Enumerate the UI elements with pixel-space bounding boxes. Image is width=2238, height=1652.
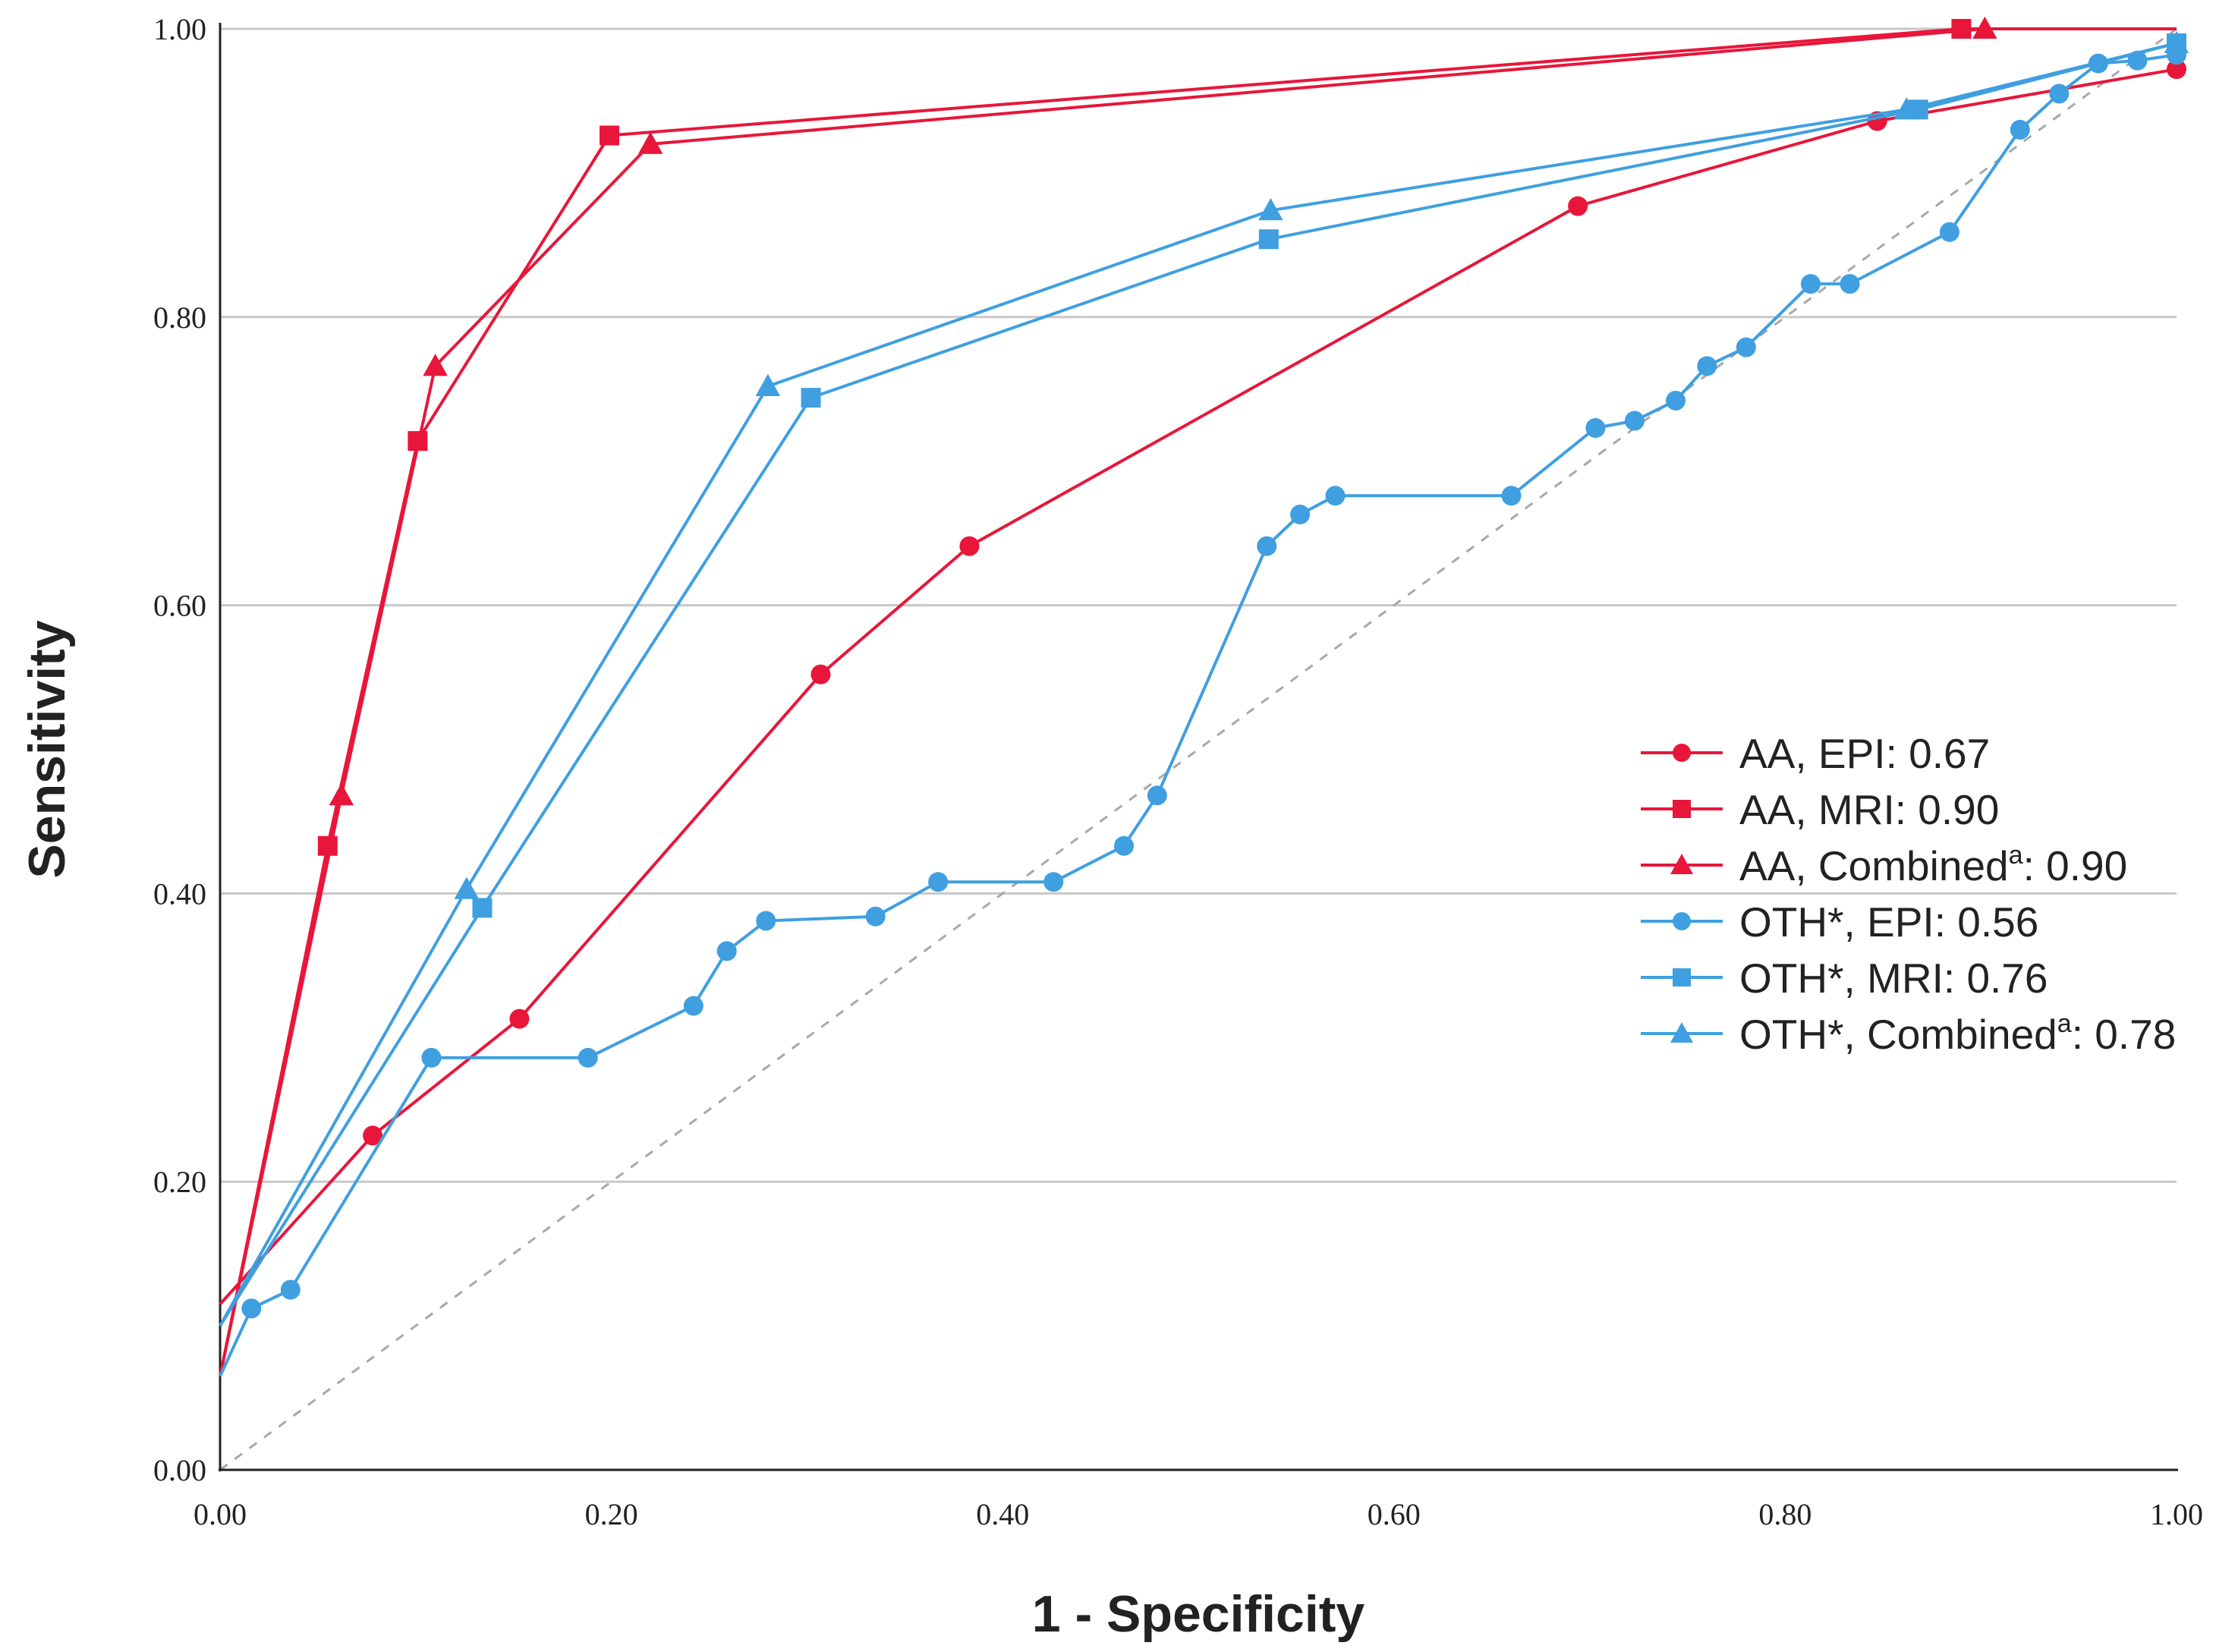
series-3-point-19	[1666, 390, 1686, 411]
series-2-point-1	[329, 783, 354, 806]
x-tick-label-1: 0.20	[585, 1497, 638, 1531]
legend-marker-2	[1670, 854, 1693, 874]
legend-label-1: AA, MRI: 0.90	[1739, 786, 1999, 833]
series-0-point-1	[363, 1125, 383, 1146]
series-1-point-1	[317, 835, 338, 856]
series-0-point-3	[811, 664, 831, 684]
series-0-point-4	[959, 536, 980, 556]
y-axis-title: Sensitivity	[18, 620, 76, 878]
legend-label-5: OTH*, Combineda: 0.78	[1739, 1009, 2176, 1058]
legend-entry-4: OTH*, MRI: 0.76	[1641, 955, 2048, 1002]
series-5	[219, 30, 2189, 1327]
series-3-point-14	[1290, 504, 1311, 524]
legend-entry-1: AA, MRI: 0.90	[1641, 786, 1999, 833]
series-0-point-2	[509, 1009, 530, 1029]
series-5-point-4	[1893, 97, 1919, 120]
series-3-point-15	[1325, 486, 1346, 506]
x-axis-title: 1 - Specificity	[1032, 1585, 1365, 1643]
legend-marker-4	[1673, 968, 1691, 986]
series-3-point-10	[1043, 872, 1064, 892]
series-1	[219, 19, 2177, 1377]
series-5-point-3	[1258, 198, 1283, 221]
y-tick-label-5: 1.00	[153, 12, 206, 46]
series-3-point-5	[683, 996, 704, 1016]
x-tick-label-3: 0.60	[1368, 1497, 1421, 1531]
legend-label-3: OTH*, EPI: 0.56	[1739, 898, 2038, 946]
series-2-point-4	[1972, 16, 1997, 39]
legend-label-0: AA, EPI: 0.67	[1739, 730, 1990, 777]
legend-marker-0	[1673, 744, 1691, 762]
series-3-point-24	[1939, 222, 1959, 242]
y-tick-label-1: 0.20	[153, 1165, 206, 1199]
reference-diagonal	[219, 27, 2177, 1471]
series-3-point-1	[241, 1298, 262, 1319]
series-3-point-3	[421, 1047, 442, 1068]
series-3-point-9	[928, 872, 949, 892]
series-line-4	[219, 42, 2177, 1327]
series-5-point-2	[755, 373, 781, 396]
x-tick-label-5: 1.00	[2150, 1497, 2203, 1531]
series-line-0	[219, 68, 2177, 1305]
series-3-point-7	[756, 911, 776, 931]
series-layer	[219, 16, 2189, 1377]
series-line-3	[219, 53, 2177, 1377]
x-tick-label-4: 0.80	[1758, 1497, 1811, 1531]
y-tick-label-4: 0.80	[153, 301, 206, 335]
series-3-point-17	[1585, 418, 1606, 439]
tick-labels: 0.00 0.20 0.40 0.60 0.80 1.00 0.00 0.20 0.40 0.60…	[153, 12, 2203, 1531]
series-5-point-5	[2164, 30, 2189, 53]
series-3-point-16	[1501, 486, 1522, 506]
series-3-point-21	[1736, 337, 1756, 357]
series-3-point-8	[865, 906, 886, 927]
series-4-point-2	[801, 388, 821, 408]
legend-entry-3: OTH*, EPI: 0.56	[1641, 898, 2038, 946]
series-3-point-4	[578, 1047, 598, 1068]
gridlines	[220, 27, 2177, 1183]
legend-marker-3	[1673, 912, 1691, 930]
series-3	[219, 45, 2186, 1377]
series-2-point-3	[637, 131, 663, 154]
series-4	[219, 33, 2186, 1327]
y-tick-label-0: 0.00	[153, 1453, 206, 1487]
series-line-5	[219, 42, 2177, 1327]
series-3-point-25	[2010, 119, 2030, 140]
x-tick-label-0: 0.00	[194, 1497, 247, 1531]
series-3-point-13	[1257, 536, 1277, 556]
series-2-point-2	[423, 354, 448, 376]
series-3-point-6	[716, 941, 737, 961]
series-3-point-18	[1624, 411, 1645, 431]
legend-label-4: OTH*, MRI: 0.76	[1739, 955, 2048, 1002]
series-3-point-11	[1114, 835, 1135, 856]
legend-entry-0: AA, EPI: 0.67	[1641, 730, 1990, 777]
legend-marker-5	[1670, 1022, 1693, 1043]
series-1-point-3	[600, 125, 620, 146]
series-5-point-1	[454, 876, 480, 899]
series-0	[219, 59, 2186, 1305]
series-4-point-1	[472, 898, 493, 918]
legend-entry-5: OTH*, Combineda: 0.78	[1641, 1009, 2176, 1058]
axes	[219, 23, 2178, 1471]
series-0-point-5	[1568, 196, 1588, 216]
series-0-point-7	[2167, 59, 2186, 80]
series-2	[219, 16, 2177, 1377]
y-tick-label-2: 0.40	[153, 876, 206, 911]
series-3-point-20	[1697, 356, 1717, 376]
y-tick-label-3: 0.60	[153, 589, 206, 623]
series-3-point-23	[1840, 274, 1860, 294]
series-line-2	[219, 27, 2177, 1377]
x-tick-label-2: 0.40	[976, 1497, 1029, 1531]
legend-marker-1	[1673, 800, 1691, 818]
series-3-point-2	[280, 1279, 301, 1300]
series-3-point-12	[1147, 785, 1167, 806]
series-3-point-26	[2049, 83, 2070, 104]
legend-label-2: AA, Combineda: 0.90	[1739, 841, 2127, 889]
legend: AA, EPI: 0.67 AA, MRI: 0.90 AA, Combineda:…	[1641, 730, 2176, 1058]
series-3-point-22	[1800, 274, 1821, 294]
legend-entry-2: AA, Combineda: 0.90	[1641, 841, 2127, 889]
series-4-point-3	[1258, 229, 1279, 250]
